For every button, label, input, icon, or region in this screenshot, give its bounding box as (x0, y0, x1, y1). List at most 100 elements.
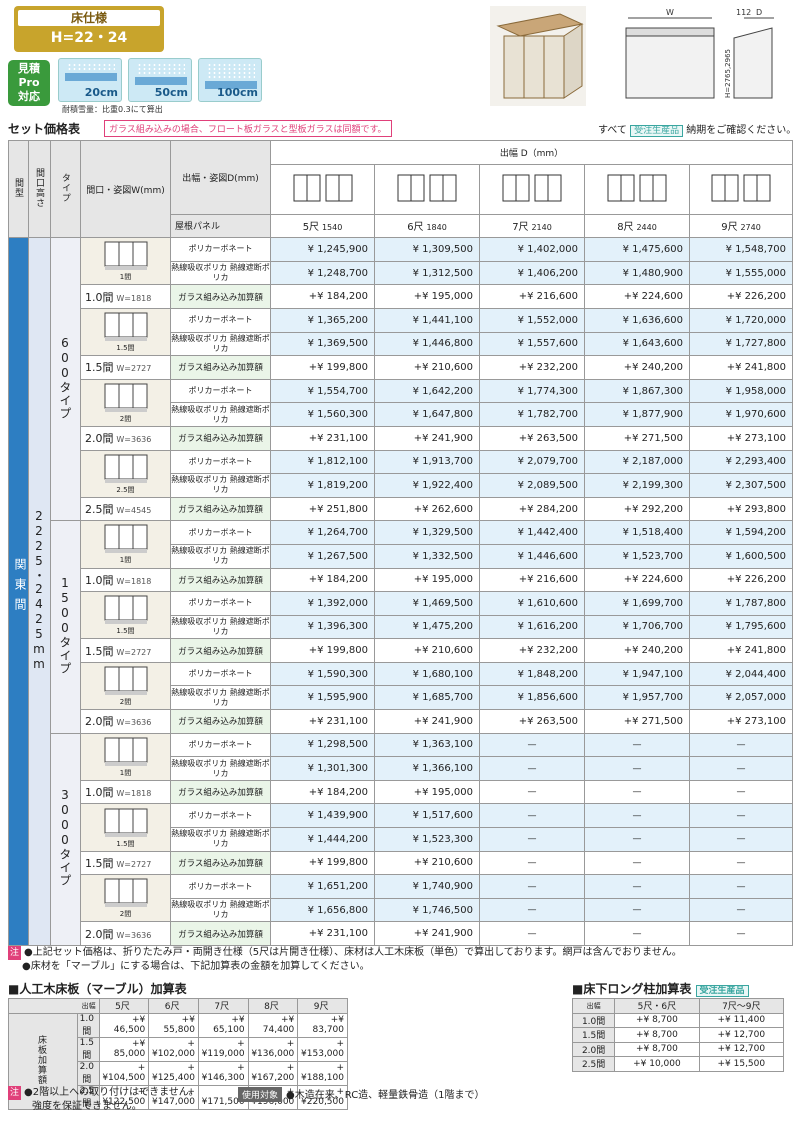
glass-label: ガラス組み込み加算額 (170, 779, 271, 805)
marble-cell: +¥146,300 (197, 1060, 249, 1086)
price-cell: ¥ 1,947,100 (584, 661, 690, 687)
glass-label: ガラス組み込み加算額 (170, 638, 271, 663)
price-cell: ¥ 2,057,000 (688, 685, 794, 711)
marble-row-header: 1.5間 (77, 1036, 100, 1062)
price-cell: ¥ 1,446,600 (479, 543, 585, 569)
table-row: 2.0間 W=3636 ガラス組み込み加算額 +¥ 231,100 +¥ 241,90… (9, 709, 794, 734)
price-cell: — (479, 803, 585, 829)
door-thumbnail: 1.5間 (80, 803, 171, 852)
price-cell: — (688, 897, 794, 923)
price-cell: ¥ 1,554,700 (270, 378, 375, 404)
spec-height: H=22・24 (50, 30, 128, 46)
snow-20-icon: 20cm (58, 58, 122, 102)
post-cell: +¥ 8,700 (614, 1027, 700, 1043)
roof-label-heat: 熱線吸収ポリカ 熱線遮断ポリカ (170, 331, 271, 357)
glass-price-cell: +¥ 284,200 (479, 496, 585, 522)
price-cell: — (584, 756, 690, 781)
price-cell: ¥ 2,293,400 (688, 449, 794, 475)
note-post: 納期をご確認ください。 (686, 125, 797, 136)
roof-label-poly: ポリカーボネート (170, 237, 271, 262)
price-cell: ¥ 1,782,700 (479, 402, 585, 427)
door-caption: 2間 (119, 910, 132, 919)
glass-price-cell: +¥ 195,000 (374, 567, 480, 593)
width-cell: 2.0間 W=3636 (80, 921, 171, 946)
door-caption: 1.5間 (116, 627, 135, 636)
glass-label: ガラス組み込み加算額 (170, 425, 271, 451)
post-row-header: 2.5間 (571, 1056, 616, 1072)
glass-price-cell: +¥ 216,600 (479, 567, 585, 593)
marble-cell: +¥102,000 (148, 1036, 199, 1062)
price-cell: ¥ 1,442,400 (479, 520, 585, 545)
table-row: 1.5間 ポリカーボネート ¥ 1,365,200 ¥ 1,441,100 ¥ 1,55… (9, 307, 794, 357)
table-row: 2間 ポリカーボネート ¥ 1,554,700 ¥ 1,642,200 ¥ 1,774,… (9, 378, 794, 427)
price-cell: ¥ 1,958,000 (688, 378, 794, 404)
bottom-note-1: ●2階以上への取り付けはできません。 (24, 1087, 199, 1098)
price-cell: ¥ 1,517,600 (374, 803, 480, 829)
price-cell: ¥ 1,301,300 (270, 756, 375, 781)
price-cell: ¥ 1,369,500 (270, 331, 375, 357)
price-cell: ¥ 1,787,800 (688, 591, 794, 616)
table-row: 熱線吸収ポリカ 熱線遮断ポリカ ¥ 1,369,500 ¥ 1,446,800 ¥ 1… (9, 331, 794, 357)
marble-cell: +¥ 46,500 (98, 1012, 150, 1038)
price-cell: ¥ 1,774,300 (479, 378, 585, 404)
table-row: 2間 ポリカーボネート ¥ 1,590,300 ¥ 1,680,100 ¥ 1,848,… (9, 661, 794, 711)
door-thumbnail: 2.5間 (80, 449, 171, 498)
glass-price-cell: +¥ 199,800 (270, 850, 375, 876)
marble-cell: +¥147,000 (148, 1084, 199, 1110)
glass-price-cell: +¥ 292,200 (584, 496, 690, 522)
price-cell: ¥ 2,089,500 (479, 473, 585, 498)
table-row: 3000タイプ 1間 ポリカーボネート ¥ 1,298,500 ¥ 1,363,100—… (9, 732, 794, 947)
price-cell: ¥ 1,248,700 (270, 260, 375, 286)
price-cell: ¥ 1,245,900 (270, 237, 375, 262)
marble-row-header: 1.0間 (77, 1012, 100, 1038)
table-row: 熱線吸収ポリカ 熱線遮断ポリカ ¥ 1,819,200 ¥ 1,922,400 ¥ 2… (9, 473, 794, 498)
table-row: 1500タイプ 1間 ポリカーボネート ¥ 1,264,700 ¥ 1,329,500 ¥… (9, 520, 794, 734)
glass-price-cell: +¥ 199,800 (270, 638, 375, 663)
price-cell: ¥ 1,590,300 (270, 661, 375, 687)
table-row: 床板加算額 1.0間 +¥ 46,500 +¥ 55,800 +¥ 65,100 +¥ 7… (8, 1012, 348, 1110)
glass-price-cell: +¥ 262,600 (374, 496, 480, 522)
roof-label-heat: 熱線吸収ポリカ 熱線遮断ポリカ (170, 473, 271, 498)
marble-row-header: 2.5間 (77, 1084, 100, 1110)
snow-100-icon: 100cm (198, 58, 262, 102)
width-label: W=1818 (116, 576, 152, 586)
ken-label: 1.5間 (85, 856, 114, 870)
roof-label-poly: ポリカーボネート (170, 732, 271, 758)
shaku-header: 7尺 2140 (479, 213, 585, 239)
price-cell: ¥ 1,867,300 (584, 378, 690, 404)
glass-price-cell: +¥ 232,200 (479, 638, 585, 663)
price-cell: ¥ 1,922,400 (374, 473, 480, 498)
glass-label: ガラス組み込み加算額 (170, 496, 271, 522)
price-cell: ¥ 1,651,200 (270, 874, 375, 899)
marble-cell: +¥ 83,700 (297, 1012, 348, 1038)
marble-title: ■人工木床板（マーブル）加算表 (8, 982, 187, 996)
depth-icon (584, 163, 690, 215)
price-cell: ¥ 1,819,200 (270, 473, 375, 498)
marble-cell: +¥153,000 (297, 1036, 348, 1062)
price-cell: ¥ 1,475,600 (584, 237, 690, 262)
post-table: 出幅 5尺・6尺 7尺〜9尺 1.0間 +¥ 8,700 +¥ 11,400 1.5間 +¥ … (571, 998, 785, 1072)
glass-price-cell: — (479, 850, 585, 876)
price-cell: ¥ 1,557,600 (479, 331, 585, 357)
table-row: 2間 ポリカーボネート ¥ 1,651,200 ¥ 1,740,900— — — (9, 874, 794, 923)
glass-price-cell: +¥ 184,200 (270, 779, 375, 805)
glass-label: ガラス組み込み加算額 (170, 355, 271, 380)
glass-price-cell: +¥ 241,800 (688, 355, 794, 380)
glass-label: ガラス組み込み加算額 (170, 709, 271, 734)
glass-label: ガラス組み込み加算額 (170, 567, 271, 593)
mitsumori-pro-badge: 見積 Pro 対応 (8, 60, 50, 106)
door-caption: 1間 (119, 768, 132, 777)
glass-price-cell: — (584, 850, 690, 876)
col-kaikou: 間口高さ (28, 139, 51, 239)
price-cell: ¥ 1,727,800 (688, 331, 794, 357)
glass-price-cell: +¥ 231,100 (270, 425, 375, 451)
table-row: 2.0間 +¥ 8,700 +¥ 12,700 (571, 1041, 785, 1057)
price-cell: ¥ 1,616,200 (479, 614, 585, 640)
door-thumbnail: 1.5間 (80, 591, 171, 640)
marble-cell: +¥ 85,000 (98, 1036, 150, 1062)
door-caption: 1.5間 (116, 344, 135, 353)
glass-price-cell: +¥ 210,600 (374, 850, 480, 876)
marble-col-header: 8尺 (247, 998, 299, 1014)
price-cell: ¥ 1,523,700 (584, 543, 690, 569)
roof-label-heat: 熱線吸収ポリカ 熱線遮断ポリカ (170, 543, 271, 569)
